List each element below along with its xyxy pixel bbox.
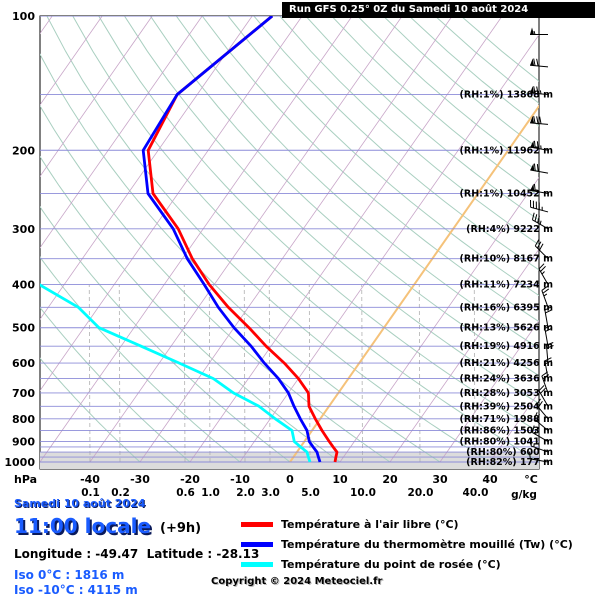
legend-swatch-temperature [241,522,273,527]
isotherm [0,16,2,462]
height-label: (RH:11%) 7234 m [460,280,554,291]
mixing-ratio-axis-unit: g/kg [511,489,537,500]
mixing-ratio-tick-label: 20.0 [408,487,434,499]
pressure-tick-label: 200 [12,144,35,157]
pressure-tick-label: 800 [12,413,35,426]
height-label: (RH:10%) 8167 m [460,254,554,265]
legend-swatch-dewpoint [241,562,273,567]
height-label: (RH:13%) 5626 m [460,323,554,334]
pressure-tick-label: 100 [12,10,35,23]
height-label: (RH:1%) 10452 m [460,188,554,199]
pressure-tick-label: 1000 [4,456,35,469]
longitude: Longitude : -49.47 [14,547,138,561]
forecast-offset: (+9h) [160,521,201,536]
wind-barb-half-feather [544,294,547,296]
height-label: (RH:16%) 6395 m [460,302,554,313]
height-label: (RH:21%) 4256 m [460,358,554,369]
legend-label-temperature: Température à l'air libre (°C) [281,518,459,531]
pressure-tick-label: 900 [12,436,35,449]
pressure-tick-label: 300 [12,223,35,236]
mixing-ratio-tick-label: 10.0 [350,487,376,499]
surface-band [40,452,539,469]
mixing-ratio-tick-label: 5.0 [301,487,320,499]
skewt-chart: (RH:1%) 13868 m (RH:1%) 11962 m (RH:1%) 10… [0,0,595,500]
pressure-tick-label: 500 [12,322,35,335]
height-label: (RH:19%) 4916 m [460,341,554,352]
legend: Température à l'air libre (°C) Températu… [241,514,573,574]
wind-barb-half-feather [540,90,541,94]
mixing-ratio-tick-label: 3.0 [261,487,280,499]
pressure-tick-label: 700 [12,387,35,400]
pressure-tick-label: 600 [12,357,35,370]
legend-item-dewpoint: Température du point de rosée (°C) [241,554,573,574]
temperature-axis-unit: °C [524,473,538,486]
temperature-tick-label: -30 [130,473,150,486]
copyright: Copyright © 2024 Meteociel.fr [211,576,382,587]
mixing-ratio-tick-label: 1.0 [201,487,220,499]
pressure-axis-unit: hPa [14,473,37,486]
temperature-tick-label: 10 [332,473,348,486]
legend-label-wetbulb: Température du thermomètre mouillé (Tw) … [281,538,573,551]
temperature-tick-label: 0 [286,473,294,486]
iso-zero-height: Iso 0°C : 1816 m [14,568,124,582]
legend-item-temperature: Température à l'air libre (°C) [241,514,573,534]
temperature-tick-label: -10 [230,473,250,486]
temperature-tick-label: -20 [180,473,200,486]
legend-swatch-wetbulb [241,542,273,547]
height-label: (RH:82%) 177 m [466,457,553,468]
pressure-tick-label: 400 [12,279,35,292]
temperature-tick-label: 30 [432,473,448,486]
height-label: (RH:80%) 1041 m [460,437,554,448]
run-title: Run GFS 0.25° 0Z du Samedi 10 août 2024 [282,2,595,18]
temperature-tick-label: 40 [482,473,498,486]
height-label: (RH:1%) 11962 m [460,145,554,156]
temperature-tick-label: -40 [80,473,100,486]
height-label: (RH:28%) 3053 m [460,388,554,399]
height-label: (RH:24%) 3636 m [460,374,554,385]
mixing-ratio-tick-label: 0.6 [176,487,195,499]
wind-barb-feather [531,439,532,446]
iso-minus10-height: Iso -10°C : 4115 m [14,583,138,597]
wind-barb-feather [540,117,541,124]
height-label: (RH:1%) 13868 m [460,90,554,101]
legend-item-wetbulb: Température du thermomètre mouillé (Tw) … [241,534,573,554]
forecast-date: Samedi 10 août 2024 [14,497,145,510]
height-label: (RH:86%) 1503 m [460,426,554,437]
mixing-ratio-tick-label: 2.0 [236,487,255,499]
wind-barb-feather [540,244,544,250]
legend-label-dewpoint: Température du point de rosée (°C) [281,558,501,571]
height-label: (RH:4%) 9222 m [466,224,553,235]
temperature-tick-label: 20 [382,473,398,486]
forecast-time: 11:00 locale [14,514,151,538]
mixing-ratio-tick-label: 40.0 [463,487,489,499]
coordinates: Longitude : -49.47 Latitude : -28.13 [14,547,259,561]
wind-barb-half-feather [542,272,545,275]
